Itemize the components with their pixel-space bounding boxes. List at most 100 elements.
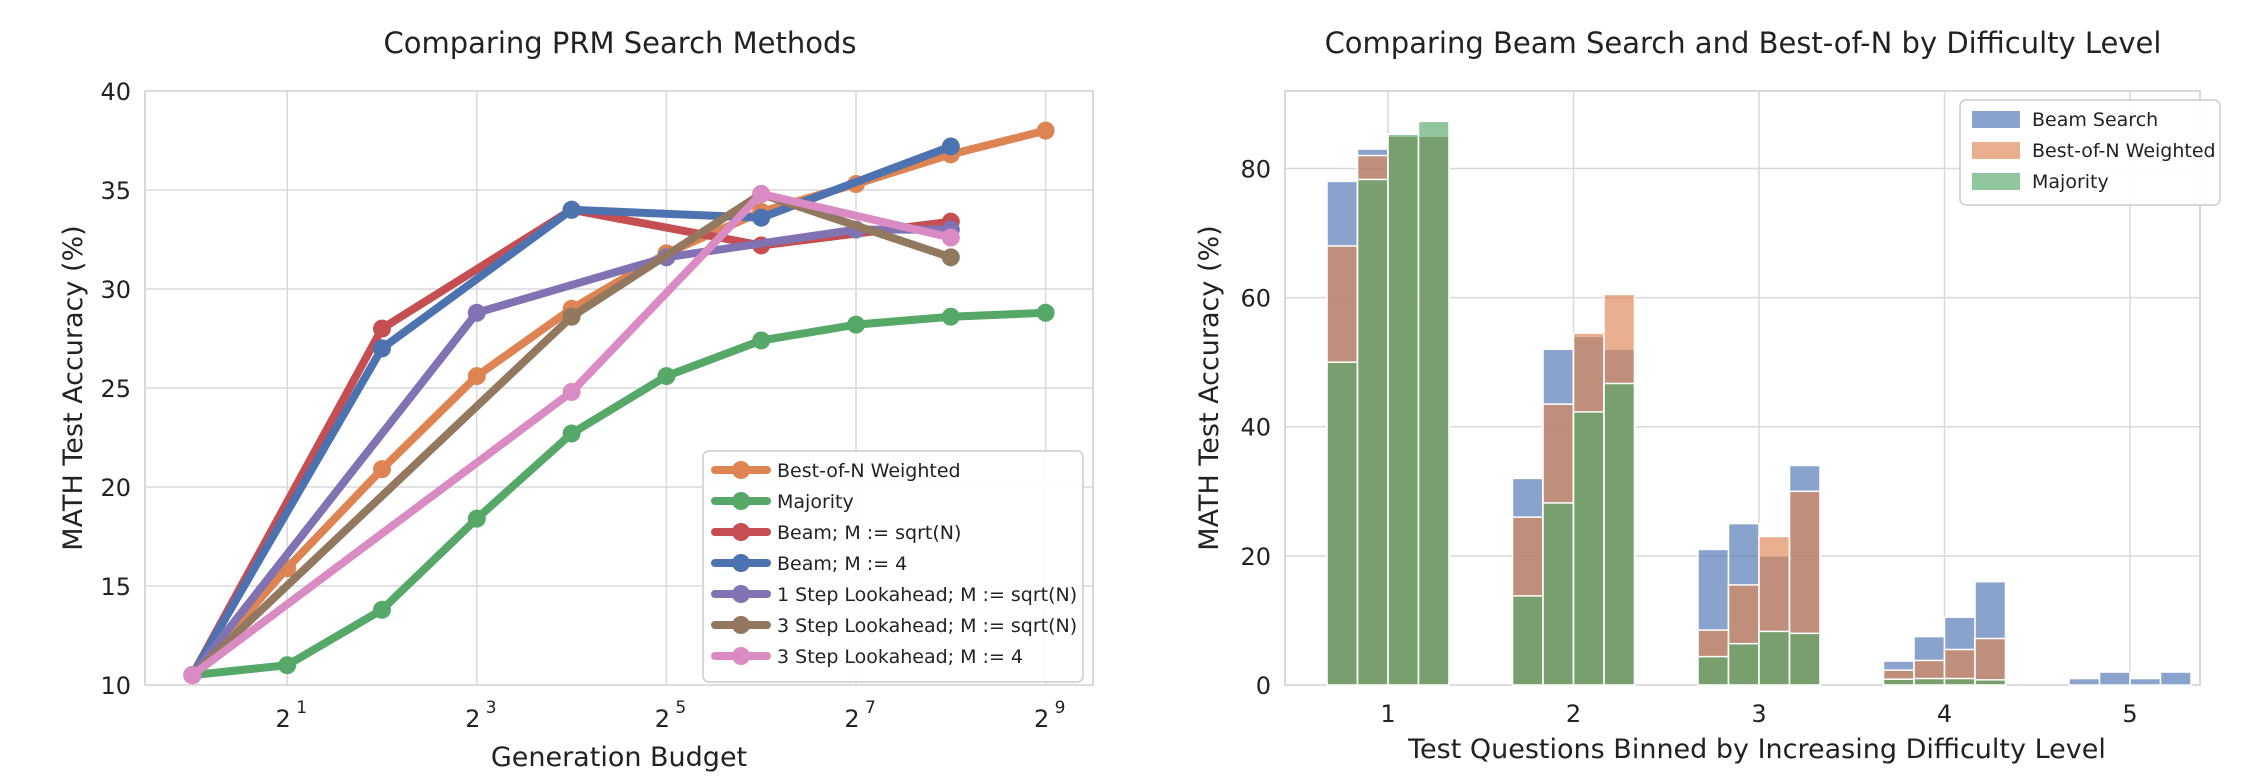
series-point-2	[373, 319, 391, 338]
series-point-3	[562, 200, 581, 219]
bar-series-2	[1542, 502, 1575, 686]
right-legend-label: Beam Search	[2032, 109, 2158, 131]
series-point-1	[847, 315, 865, 334]
bar-series-2	[1913, 677, 1946, 686]
series-line-1	[188, 308, 1050, 680]
bar-series-2	[1974, 679, 2007, 686]
bar-series-2	[1326, 361, 1359, 686]
right-legend-box	[1959, 99, 2221, 206]
right-x-tick-label: 1	[1380, 700, 1395, 728]
left-x-axis-label: Generation Budget	[491, 742, 747, 773]
series-point-6	[752, 184, 771, 203]
left-legend-marker	[732, 647, 750, 665]
series-point-1	[373, 600, 391, 619]
bar-series-2	[1943, 677, 1976, 686]
series-point-3	[373, 339, 391, 358]
series-point-1	[752, 331, 771, 350]
right-legend: Beam Search Best-of-N Weighted Majority	[1959, 99, 2221, 206]
right-y-tick-label: 60	[1240, 285, 1271, 313]
series-point-4	[467, 303, 486, 322]
bar-series-2	[1697, 655, 1730, 686]
left-y-tick-label: 35	[100, 177, 131, 205]
series-point-1	[278, 656, 297, 675]
right-legend-swatch	[1972, 173, 2020, 190]
series-point-6	[562, 382, 581, 401]
bar-series-2	[1572, 411, 1605, 686]
right-y-tick-label: 0	[1256, 672, 1271, 700]
series-point-1	[467, 509, 486, 528]
bar-series-2	[1511, 595, 1544, 686]
line-chart-prm-search: Comparing PRM Search Methods 10152025303…	[58, 26, 1094, 773]
left-chart-title: Comparing PRM Search Methods	[383, 26, 856, 60]
left-x-tick-exponent: 5	[675, 698, 686, 718]
right-x-tick-label: 4	[1937, 700, 1952, 728]
left-legend-label: Beam; M := sqrt(N)	[777, 522, 961, 544]
left-x-tick-exponent: 9	[1055, 698, 1066, 718]
bar-series-2	[1727, 642, 1760, 686]
left-legend-label: 3 Step Lookahead; M := sqrt(N)	[777, 615, 1077, 637]
left-legend-marker	[732, 461, 750, 479]
bar-series-2	[1603, 382, 1636, 686]
series-line-0	[188, 126, 1050, 680]
right-y-tick-label: 80	[1240, 155, 1271, 183]
left-x-tick-label: 2	[655, 705, 670, 733]
bar-series-0	[2068, 677, 2101, 686]
bar-series-2	[1356, 178, 1389, 686]
series-point-1	[1036, 303, 1055, 322]
left-legend-box	[702, 450, 1084, 683]
right-chart-title: Comparing Beam Search and Best-of-N by D…	[1325, 26, 2162, 60]
bar-series-2	[1417, 120, 1450, 686]
left-legend-marker	[732, 554, 750, 572]
left-legend-label: 1 Step Lookahead; M := sqrt(N)	[777, 584, 1077, 606]
left-y-tick-label: 25	[100, 375, 131, 403]
bar-series-0	[2159, 671, 2192, 686]
series-line-6	[188, 189, 955, 680]
left-legend-marker	[732, 492, 750, 510]
left-x-tick-label: 2	[1034, 705, 1049, 733]
series-point-6	[183, 666, 202, 685]
bar-series-2	[1882, 678, 1915, 686]
left-legend-marker	[732, 585, 750, 603]
left-y-tick-label: 40	[100, 78, 131, 106]
left-y-tick-label: 10	[100, 672, 131, 700]
series-point-3	[941, 137, 960, 156]
series-line-5	[188, 189, 955, 680]
left-legend-marker	[732, 616, 750, 634]
left-legend-label: Best-of-N Weighted	[777, 460, 961, 482]
series-point-3	[752, 208, 771, 227]
right-x-tick-label: 2	[1566, 700, 1581, 728]
right-legend-swatch	[1972, 111, 2020, 128]
histogram-difficulty-levels: Comparing Beam Search and Best-of-N by D…	[1194, 26, 2221, 765]
right-legend-label: Majority	[2032, 171, 2109, 193]
bar-series-2	[1387, 133, 1420, 686]
right-y-axis-label: MATH Test Accuracy (%)	[1194, 225, 1225, 550]
bar-series-1	[1974, 637, 2007, 686]
left-x-tick-label: 2	[465, 705, 480, 733]
series-point-1	[657, 367, 676, 386]
bar-series-0	[2129, 677, 2162, 686]
series-point-0	[467, 367, 486, 386]
series-point-0	[373, 460, 391, 479]
left-x-tick-exponent: 1	[296, 698, 307, 718]
left-y-axis-label: MATH Test Accuracy (%)	[58, 225, 89, 550]
left-legend-label: Majority	[777, 491, 854, 513]
right-y-tick-label: 40	[1240, 414, 1271, 442]
left-y-tick-label: 20	[100, 474, 131, 502]
series-point-5	[562, 307, 581, 326]
bar-series-2	[1788, 632, 1821, 686]
right-legend-swatch	[1972, 142, 2020, 159]
right-x-tick-label: 5	[2122, 700, 2137, 728]
series-point-1	[562, 424, 581, 443]
left-x-tick-exponent: 3	[486, 698, 497, 718]
left-x-tick-label: 2	[844, 705, 859, 733]
left-y-tick-label: 15	[100, 573, 131, 601]
bar-series-0	[2098, 671, 2131, 686]
left-x-tick-exponent: 7	[865, 698, 876, 718]
right-y-tick-label: 20	[1240, 543, 1271, 571]
left-legend-label: 3 Step Lookahead; M := 4	[777, 646, 1023, 668]
series-point-1	[941, 307, 960, 326]
left-x-tick-label: 2	[276, 705, 291, 733]
series-point-0	[1036, 121, 1055, 140]
bar-series-2	[1758, 630, 1791, 686]
